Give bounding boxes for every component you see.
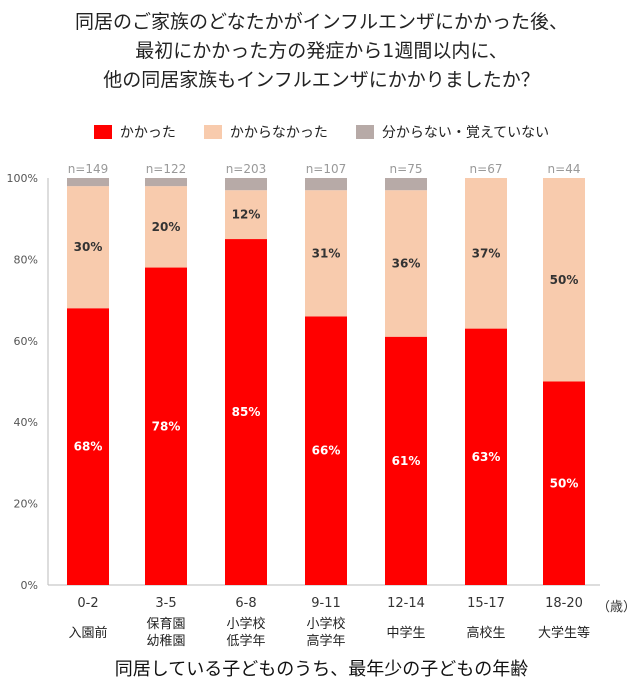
n-label: n=122 [146,162,187,176]
bar-segment [305,316,347,585]
title-line: 他の同居家族もインフルエンザにかかりましたか？ [103,69,540,91]
n-label: n=67 [470,162,503,176]
legend-item: 分からない・覚えていない [355,122,550,142]
data-label: 50% [550,476,579,490]
x-unit: （歳） [597,600,637,615]
x-tick-label: 6-8 [235,596,257,611]
n-label: n=75 [390,162,423,176]
data-label: 12% [232,208,261,222]
x-tick-label: 15-17 [467,596,505,611]
data-label: 36% [392,256,421,270]
legend-swatch [203,125,222,139]
bar-segment [145,178,187,187]
bar-segment [385,336,427,585]
x-category-sublabel: 保育園 幼稚園 [146,617,186,649]
bar-segment [67,178,109,187]
y-tick-label: 80% [14,253,38,266]
data-label: 31% [312,246,341,260]
data-label: 68% [74,440,103,454]
data-label: 66% [312,444,341,458]
bar-segment [225,178,267,191]
bar-segment [225,239,267,586]
n-label: n=149 [68,162,109,176]
legend-item: かかった [93,122,176,142]
x-category-sublabel: 小学校 低学年 [226,617,266,649]
legend-swatch [355,125,374,139]
n-label: n=44 [548,162,581,176]
data-label: 85% [232,405,261,419]
bar-segment [305,190,347,317]
data-label: 61% [392,454,421,468]
n-label: n=107 [306,162,347,176]
y-tick-label: 40% [14,416,38,429]
legend-label: かからなかった [229,125,328,141]
y-tick-label: 60% [14,335,38,348]
bar-segment [465,328,507,585]
data-label: 30% [74,240,103,254]
title-line: 最初にかかった方の発症から1週間以内に、 [135,40,508,62]
x-tick-label: 3-5 [155,596,177,611]
bar-segment [305,178,347,191]
legend-label: 分からない・覚えていない [381,125,550,141]
legend: かかった かからなかった 分からない・覚えていない [0,122,643,142]
bar-segment [225,190,267,240]
x-tick-label: 9-11 [311,596,341,611]
data-label: 78% [152,419,181,433]
data-label: 63% [472,450,501,464]
x-category-sublabel: 高校生 [466,626,506,641]
x-category-sublabel: 中学生 [386,626,426,641]
x-axis-title: 同居している子どものうち、最年少の子どもの年齢 [114,659,529,680]
bar-segment [67,308,109,585]
bar-segment [385,178,427,191]
legend-label: かかった [119,125,176,141]
x-category-sublabel: 入園前 [68,626,108,641]
bar-segment [385,190,427,337]
bar-segment [145,267,187,585]
data-label: 37% [472,246,501,260]
x-tick-label: 0-2 [77,596,99,611]
legend-item: かからなかった [203,122,328,142]
bar-segment [145,186,187,268]
data-label: 20% [152,220,181,234]
bar-segment [543,178,585,382]
legend-swatch [93,125,112,139]
x-category-sublabel: 小学校 高学年 [306,617,346,649]
y-tick-label: 0% [21,579,38,592]
x-tick-label: 18-20 [545,596,583,611]
data-label: 50% [550,273,579,287]
n-label: n=203 [226,162,267,176]
x-category-sublabel: 大学生等 [537,626,590,641]
bar-segment [67,186,109,309]
chart-title: 同居のご家族のどなたかがインフルエンザにかかった後、 最初にかかった方の発症から… [0,8,643,95]
bar-segment [543,381,585,585]
y-tick-label: 100% [7,172,38,185]
x-tick-label: 12-14 [387,596,425,611]
bar-segment [465,178,507,329]
title-line: 同居のご家族のどなたかがインフルエンザにかかった後、 [74,11,569,33]
y-tick-label: 20% [14,498,38,511]
